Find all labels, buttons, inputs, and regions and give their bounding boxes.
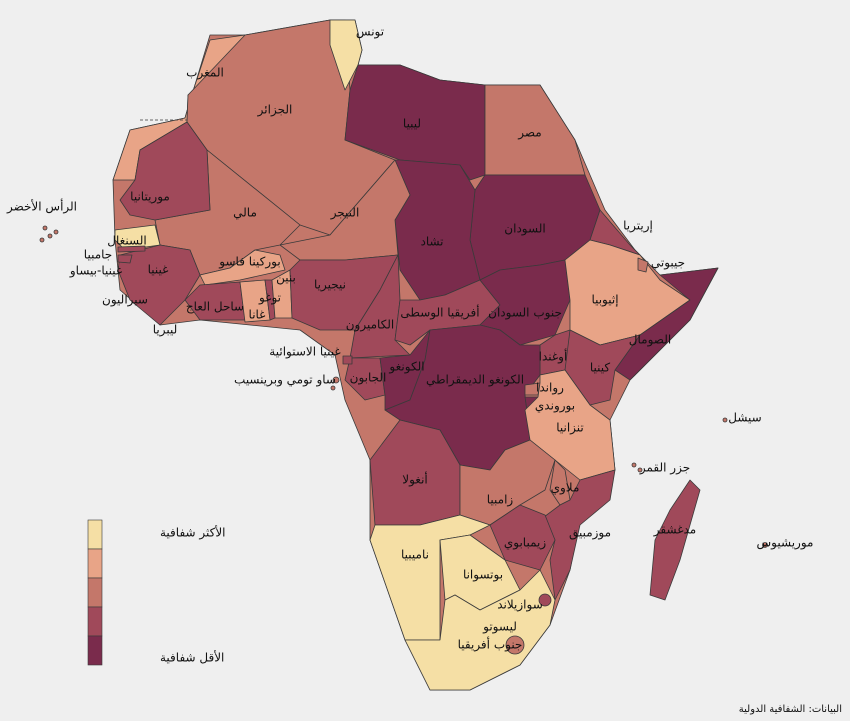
country-shape	[394, 159, 481, 301]
country-label: توغو	[258, 291, 281, 306]
country-shape	[637, 257, 649, 273]
country-shape	[524, 369, 616, 481]
country-label: غينيا-بيساو	[69, 264, 122, 279]
country-label: موريتانيا	[130, 190, 170, 205]
country-label: الكاميرون	[346, 318, 395, 333]
country-shape	[637, 467, 643, 473]
country-shape	[762, 542, 768, 548]
country-label: جامبيا	[84, 248, 112, 262]
country-shape	[39, 237, 45, 243]
country-label: بوروندي	[535, 399, 575, 414]
country-label: مالي	[233, 206, 257, 220]
country-label: الجزائر	[257, 103, 293, 118]
country-shape	[53, 229, 59, 235]
country-label: السنغال	[107, 234, 146, 248]
country-label: ليسوتو	[482, 620, 517, 635]
country-shape	[47, 233, 53, 239]
legend-swatch	[87, 635, 103, 666]
country-shape	[332, 376, 340, 384]
country-label: موريشيوس	[757, 536, 814, 551]
country-label: الصومال	[629, 333, 671, 348]
country-shape	[614, 267, 719, 381]
country-shape	[342, 355, 353, 365]
country-label: بوتسوانا	[463, 568, 503, 583]
country-label: رواندا	[536, 381, 564, 396]
country-label: ملاوي	[551, 481, 580, 496]
country-label: نيجيريا	[314, 278, 346, 293]
country-shape	[404, 569, 556, 691]
country-shape	[42, 225, 48, 231]
country-label: زيمبابوي	[504, 536, 546, 551]
country-label: بوركينا فاسو	[218, 255, 280, 270]
legend-swatch	[87, 519, 103, 550]
country-label: جنوب أفريقيا	[458, 637, 523, 653]
country-label: أنغولا	[402, 472, 428, 488]
country-label: موزمبيق	[569, 526, 611, 541]
country-label: غينيا الاستوائية	[269, 345, 340, 360]
country-label: الرأس الأخضر	[6, 199, 77, 215]
country-label: ساحل العاج	[186, 300, 244, 314]
country-label: جنوب السودان	[488, 306, 562, 321]
country-shape	[539, 469, 616, 601]
country-label: غينيا	[148, 263, 169, 277]
country-shape	[649, 479, 701, 601]
country-label: زامبيا	[487, 493, 514, 508]
country-label: الجابون	[350, 371, 387, 386]
country-shape	[484, 84, 586, 176]
country-label: سوازيلاند	[497, 598, 543, 613]
country-label: تنزانيا	[556, 421, 584, 436]
country-shape	[344, 357, 386, 401]
country-shape	[117, 254, 133, 264]
country-label: الكونغو	[388, 360, 424, 375]
country-label: ليبريا	[153, 323, 178, 338]
country-label: أفريقيا الوسطى	[400, 305, 479, 321]
legend-label: الأقل شفافية	[160, 650, 224, 665]
country-shape	[330, 385, 336, 391]
country-shape	[119, 121, 211, 221]
country-label: سيشل	[728, 411, 761, 425]
source: البيانات: الشفافية الدولية	[739, 704, 842, 715]
country-label: تونس	[356, 25, 384, 40]
country-label: إثيوبيا	[591, 293, 618, 308]
country-shape	[538, 593, 552, 607]
country-label: كينيا	[590, 361, 611, 375]
country-label: مصر	[517, 126, 541, 141]
legend-swatch	[87, 577, 103, 608]
legend-swatch	[87, 606, 103, 637]
countries	[39, 19, 768, 691]
country-label: مدغشقر	[653, 523, 696, 538]
country-label: جزر القمر	[639, 461, 690, 476]
country-shape	[631, 462, 637, 468]
country-label: المغرب	[186, 66, 224, 81]
country-label: السودان	[504, 222, 545, 237]
legend-swatch	[87, 548, 103, 579]
country-label: تشاد	[420, 235, 443, 249]
legend-label: الأكثر شفافية	[160, 525, 226, 541]
country-label: ليبيا	[403, 117, 421, 131]
country-label: جيبوتي	[651, 256, 685, 271]
country-label: أوغندا	[539, 349, 568, 365]
country-shape	[117, 245, 146, 253]
country-label: بنين	[276, 271, 296, 286]
country-label: ناميبيا	[401, 548, 429, 562]
country-shape	[505, 635, 525, 655]
country-label: غانا	[249, 308, 266, 322]
country-shape	[722, 417, 728, 423]
country-label: سيراليون	[102, 293, 148, 308]
country-labels: تونس المغرب الجزائر ليبيا مصر موريتانيا مالي ال…	[6, 25, 813, 653]
country-label: ساو تومي وبرينسيب	[234, 373, 336, 388]
legend: الأكثر شفافية الأقل شفافية	[87, 519, 226, 666]
country-label: إريتريا	[623, 219, 653, 234]
country-shape	[184, 281, 246, 321]
country-label: النيجر	[330, 206, 360, 221]
country-label: الكونغو الديمقراطي	[426, 373, 524, 388]
